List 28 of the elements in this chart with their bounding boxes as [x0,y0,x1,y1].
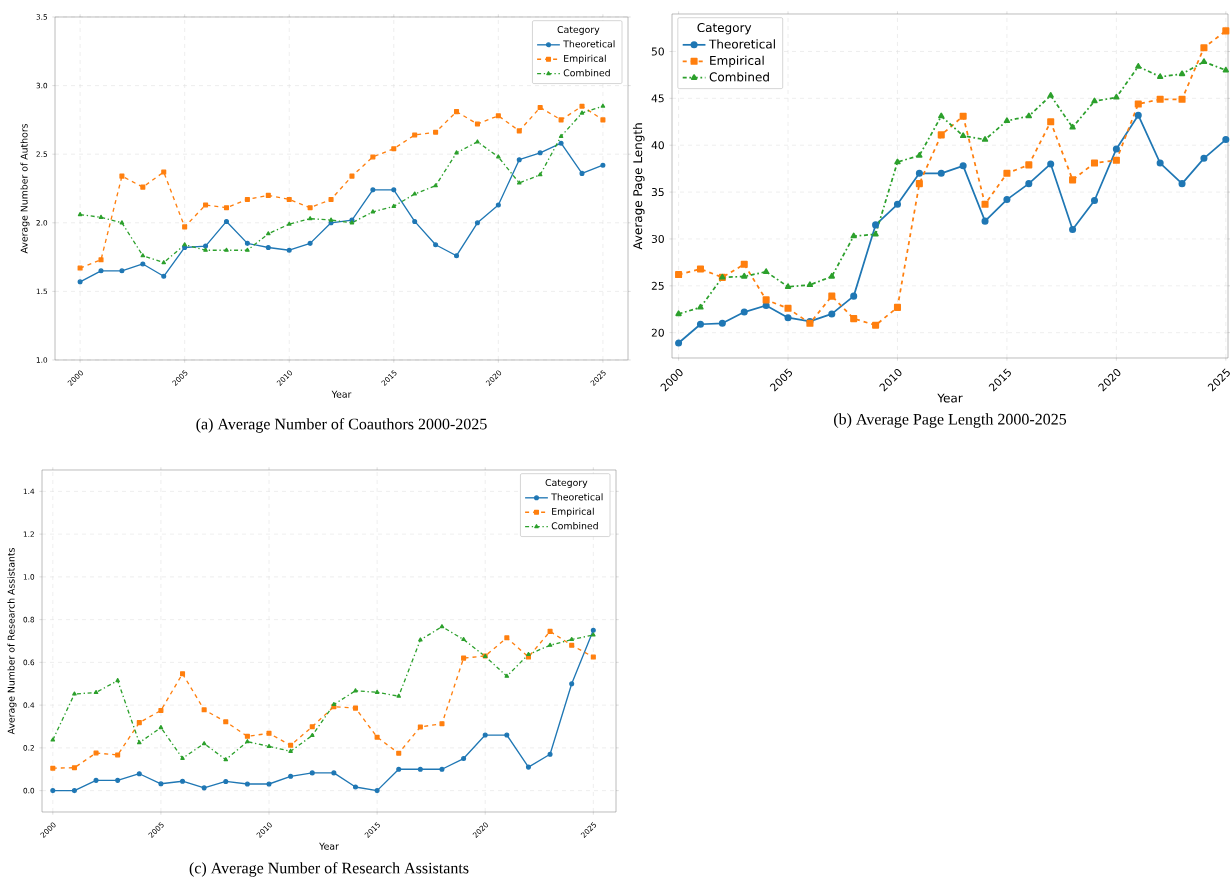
legend-title: Category [697,23,752,35]
legend-label: Empirical [564,54,606,64]
y-tick-label: 30 [651,234,664,243]
legend-label: Theoretical [708,39,775,49]
y-tick-label: 25 [651,281,664,290]
legend-label: Combined [563,69,610,77]
text: (a) Average Number of Coauthors 2000-2025 [196,418,487,433]
legend-title: Category [557,26,600,35]
x-axis-title: Year [319,842,339,850]
text: (b) Average Page Length 2000-2025 [834,413,1067,428]
y-axis-title: Average Number of Research Assistants [7,548,17,735]
legend-label: Combined [709,72,769,82]
y-axis-title: Average Page Length [632,123,645,250]
legend-label: Theoretical [551,493,603,501]
y-tick-label: 45 [651,94,664,103]
legend-label: Empirical [552,507,594,517]
y-tick-label: 35 [651,188,664,197]
y-tick-label: 40 [651,141,664,150]
y-tick-label: 50 [651,47,664,56]
x-axis-title: Year [331,390,352,398]
x-axis-title: Year [937,393,963,403]
y-axis-title: Average Number of Authors [20,123,30,254]
legend-label: Theoretical [563,40,615,48]
y-tick-label: 20 [651,328,664,337]
legend-label: Combined [551,522,598,530]
legend-label: Empirical [710,55,764,68]
text: (c) Average Number of Research Assistants [189,862,469,877]
legend-title: Category [545,479,588,488]
